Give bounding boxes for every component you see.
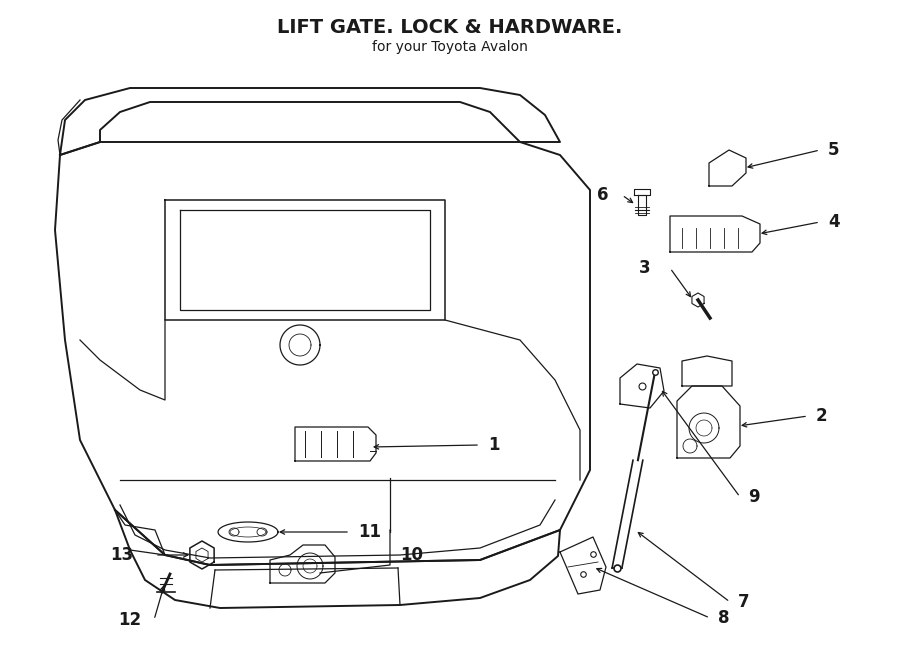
- Text: 2: 2: [816, 407, 828, 425]
- Polygon shape: [682, 356, 732, 386]
- Text: 7: 7: [738, 593, 750, 611]
- Text: LIFT GATE. LOCK & HARDWARE.: LIFT GATE. LOCK & HARDWARE.: [277, 18, 623, 37]
- Text: 10: 10: [400, 546, 423, 564]
- Text: 8: 8: [718, 609, 730, 627]
- Text: 9: 9: [748, 488, 760, 506]
- Polygon shape: [620, 364, 664, 408]
- Text: 13: 13: [110, 546, 133, 564]
- Text: 3: 3: [638, 259, 650, 277]
- Polygon shape: [270, 545, 335, 583]
- Text: 1: 1: [488, 436, 500, 454]
- Text: 6: 6: [597, 186, 608, 204]
- Text: 12: 12: [118, 611, 141, 629]
- Polygon shape: [709, 150, 746, 186]
- Polygon shape: [692, 293, 704, 307]
- Polygon shape: [190, 541, 214, 569]
- Text: 11: 11: [358, 523, 381, 541]
- Polygon shape: [670, 216, 760, 252]
- Polygon shape: [560, 537, 606, 594]
- Text: 5: 5: [828, 141, 840, 159]
- Polygon shape: [677, 386, 740, 458]
- Text: for your Toyota Avalon: for your Toyota Avalon: [372, 40, 528, 54]
- Text: 4: 4: [828, 213, 840, 231]
